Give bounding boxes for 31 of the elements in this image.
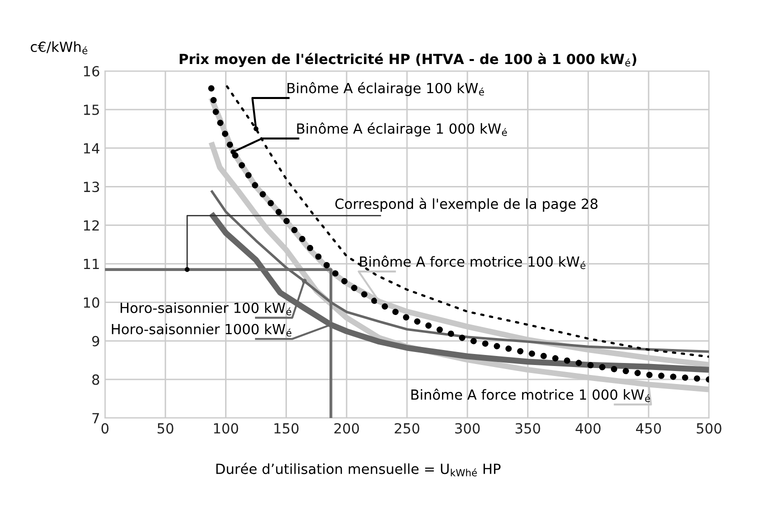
annotation: Correspond à l'exemple de la page 28: [335, 198, 598, 212]
x-tick-label: 400: [576, 423, 601, 434]
x-tick-label: 0: [101, 423, 108, 434]
x-tick-label: 250: [394, 423, 420, 434]
y-tick-label: 9: [92, 336, 100, 346]
y-tick-label: 8: [92, 374, 100, 385]
y-tick-label: 13: [84, 182, 100, 192]
y-tick-label: 16: [84, 66, 100, 76]
text: Binôme A éclairage 1 000 kW$_{é}$: [297, 122, 507, 137]
y-axis-title: c€/kWh$_{é}$: [30, 41, 88, 54]
series-label: Horo-saisonnier 1000 kW$_{é}$: [112, 324, 292, 337]
text: Binôme A éclairage 100 kW$_{é}$: [288, 82, 484, 96]
x-tick-label: 200: [334, 423, 359, 434]
y-tick-label: 11: [84, 258, 99, 270]
x-axis-title: Durée d’utilisation mensuelle = U$_{kWhé}$ HP: [216, 462, 501, 476]
x-tick-label: 450: [636, 423, 661, 434]
y-tick-label: 7: [92, 413, 99, 424]
x-tick-label: 300: [455, 423, 480, 434]
y-tick-label: 14: [84, 143, 100, 154]
series-label: Binôme A force motrice 1 000 kW$_{é}$: [411, 388, 650, 402]
x-tick-label: 100: [214, 423, 238, 434]
x-tick-label: 350: [516, 423, 540, 434]
y-tick-label: 10: [84, 297, 100, 308]
x-tick-label: 50: [158, 423, 174, 434]
series-label: Horo-saisonnier 100 kW$_{é}$: [120, 302, 292, 316]
series-label: Binôme A force motrice 100 kW$_{é}$: [360, 256, 586, 270]
y-tick-label: 15: [84, 104, 99, 116]
x-tick-label: 500: [696, 423, 722, 434]
chart-title: Prix moyen de l'électricité HP (HTVA - de 100 à 1 000 kW$_{é}$): [180, 52, 636, 68]
x-tick-label: 150: [274, 423, 299, 434]
y-tick-label: 12: [84, 220, 99, 230]
